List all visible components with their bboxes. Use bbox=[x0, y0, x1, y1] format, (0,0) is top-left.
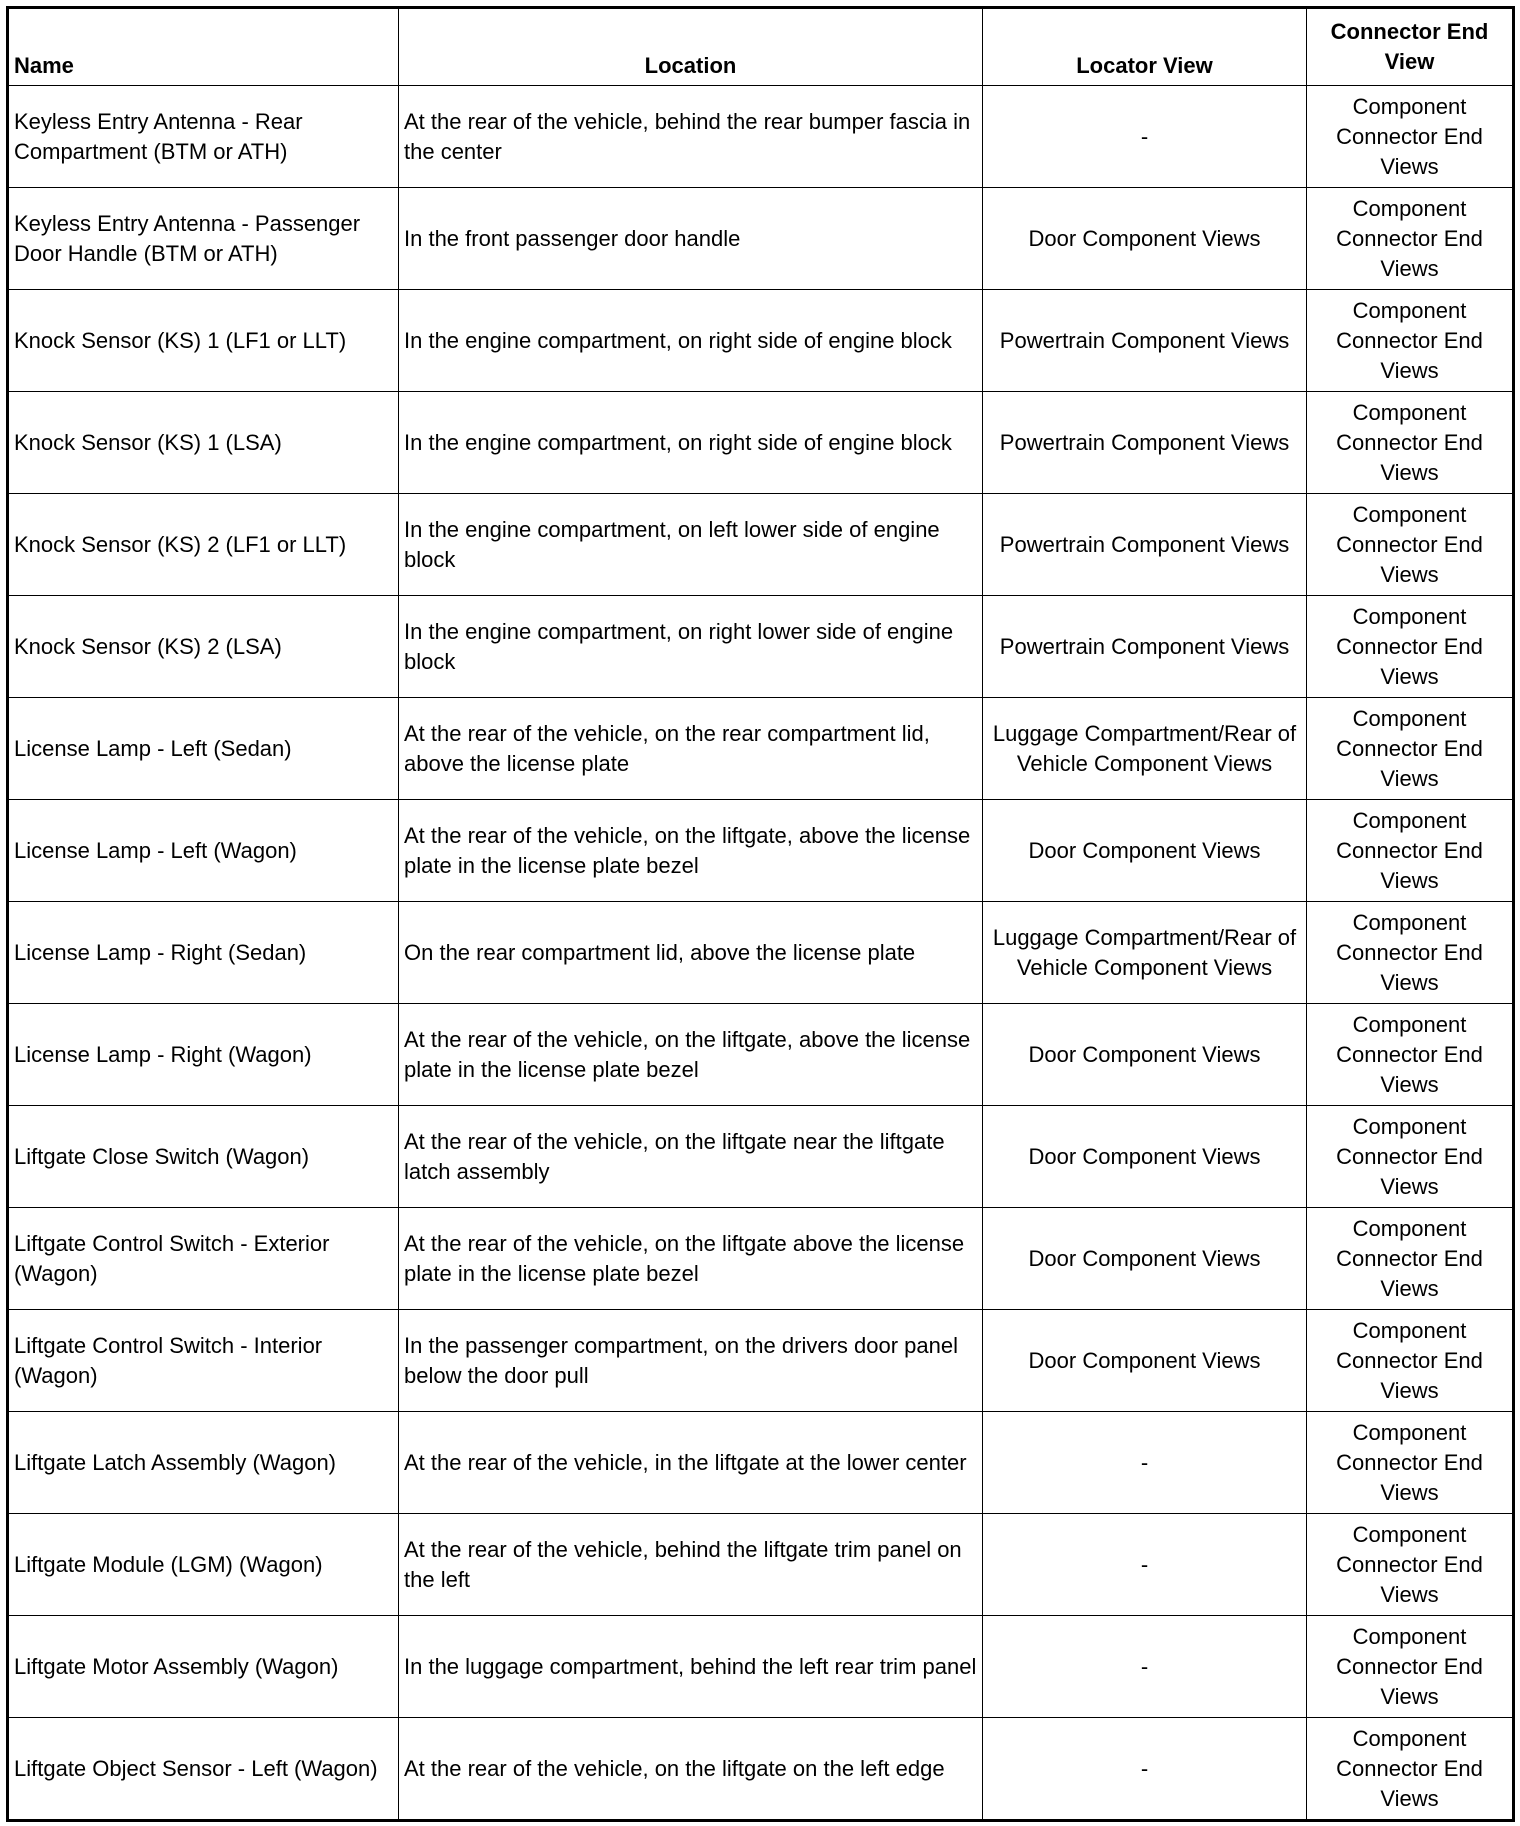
connector-end-view-cell: Component Connector End Views bbox=[1306, 1105, 1514, 1208]
name-cell: Liftgate Object Sensor - Left (Wagon) bbox=[7, 1717, 399, 1821]
location-cell: On the rear compartment lid, above the l… bbox=[398, 901, 983, 1004]
locator-view-cell: - bbox=[982, 1411, 1307, 1514]
location-cell: In the passenger compartment, on the dri… bbox=[398, 1309, 983, 1412]
table-row: Keyless Entry Antenna - Passenger Door H… bbox=[7, 187, 1514, 290]
locator-view-cell: Powertrain Component Views bbox=[982, 391, 1307, 494]
name-cell: License Lamp - Right (Sedan) bbox=[7, 901, 399, 1004]
table-row: License Lamp - Right (Wagon) At the rear … bbox=[7, 1003, 1514, 1106]
locator-view-cell: Door Component Views bbox=[982, 1309, 1307, 1412]
connector-end-view-cell: Component Connector End Views bbox=[1306, 187, 1514, 290]
name-cell: Liftgate Latch Assembly (Wagon) bbox=[7, 1411, 399, 1514]
connector-end-view-cell: Component Connector End Views bbox=[1306, 1309, 1514, 1412]
name-cell: Liftgate Control Switch - Exterior (Wago… bbox=[7, 1207, 399, 1310]
locator-view-cell: Door Component Views bbox=[982, 799, 1307, 902]
table-row: License Lamp - Right (Sedan) On the rear … bbox=[7, 901, 1514, 1004]
table-row: License Lamp - Left (Sedan) At the rear o… bbox=[7, 697, 1514, 800]
name-cell: License Lamp - Left (Sedan) bbox=[7, 697, 399, 800]
table-row: Knock Sensor (KS) 2 (LSA) In the engine c… bbox=[7, 595, 1514, 698]
name-cell: License Lamp - Right (Wagon) bbox=[7, 1003, 399, 1106]
connector-end-view-cell: Component Connector End Views bbox=[1306, 1615, 1514, 1718]
table-row: Liftgate Object Sensor - Left (Wagon) At … bbox=[7, 1717, 1514, 1821]
name-cell: Knock Sensor (KS) 1 (LF1 or LLT) bbox=[7, 289, 399, 392]
header-locator-view: Locator View bbox=[982, 7, 1307, 86]
connector-end-view-cell: Component Connector End Views bbox=[1306, 1513, 1514, 1616]
table-row: Liftgate Motor Assembly (Wagon) In the lu… bbox=[7, 1615, 1514, 1718]
connector-end-view-cell: Component Connector End Views bbox=[1306, 391, 1514, 494]
locator-view-cell: Door Component Views bbox=[982, 187, 1307, 290]
location-cell: At the rear of the vehicle, on the liftg… bbox=[398, 1003, 983, 1106]
table-row: Knock Sensor (KS) 2 (LF1 or LLT) In the e… bbox=[7, 493, 1514, 596]
location-cell: In the front passenger door handle bbox=[398, 187, 983, 290]
location-cell: In the engine compartment, on right lowe… bbox=[398, 595, 983, 698]
table-row: Liftgate Latch Assembly (Wagon) At the re… bbox=[7, 1411, 1514, 1514]
table-row: Knock Sensor (KS) 1 (LF1 or LLT) In the e… bbox=[7, 289, 1514, 392]
locator-view-cell: - bbox=[982, 1615, 1307, 1718]
header-connector-end-view: Connector End View bbox=[1306, 7, 1514, 86]
location-cell: At the rear of the vehicle, on the liftg… bbox=[398, 1105, 983, 1208]
connector-end-view-cell: Component Connector End Views bbox=[1306, 289, 1514, 392]
connector-end-view-cell: Component Connector End Views bbox=[1306, 901, 1514, 1004]
table-row: Knock Sensor (KS) 1 (LSA) In the engine c… bbox=[7, 391, 1514, 494]
table-row: Liftgate Close Switch (Wagon) At the rear… bbox=[7, 1105, 1514, 1208]
table-row: Liftgate Control Switch - Interior (Wago… bbox=[7, 1309, 1514, 1412]
locator-view-cell: Luggage Compartment/Rear of Vehicle Comp… bbox=[982, 697, 1307, 800]
locator-view-cell: Door Component Views bbox=[982, 1105, 1307, 1208]
table-row: Liftgate Module (LGM) (Wagon) At the rear… bbox=[7, 1513, 1514, 1616]
locator-view-cell: Door Component Views bbox=[982, 1207, 1307, 1310]
name-cell: Liftgate Motor Assembly (Wagon) bbox=[7, 1615, 399, 1718]
locator-view-cell: Luggage Compartment/Rear of Vehicle Comp… bbox=[982, 901, 1307, 1004]
connector-end-view-cell: Component Connector End Views bbox=[1306, 799, 1514, 902]
header-name: Name bbox=[7, 7, 399, 86]
location-cell: At the rear of the vehicle, behind the l… bbox=[398, 1513, 983, 1616]
header-row: Name Location Locator View Connector End… bbox=[7, 7, 1514, 86]
table-row: License Lamp - Left (Wagon) At the rear o… bbox=[7, 799, 1514, 902]
name-cell: Knock Sensor (KS) 2 (LF1 or LLT) bbox=[7, 493, 399, 596]
connector-end-view-cell: Component Connector End Views bbox=[1306, 85, 1514, 188]
header-location: Location bbox=[398, 7, 983, 86]
name-cell: Keyless Entry Antenna - Rear Compartment… bbox=[7, 85, 399, 188]
name-cell: Liftgate Module (LGM) (Wagon) bbox=[7, 1513, 399, 1616]
locator-view-cell: - bbox=[982, 1717, 1307, 1821]
location-cell: At the rear of the vehicle, in the liftg… bbox=[398, 1411, 983, 1514]
name-cell: Liftgate Close Switch (Wagon) bbox=[7, 1105, 399, 1208]
location-cell: In the engine compartment, on right side… bbox=[398, 289, 983, 392]
locator-view-cell: Powertrain Component Views bbox=[982, 595, 1307, 698]
location-cell: In the engine compartment, on left lower… bbox=[398, 493, 983, 596]
location-cell: In the engine compartment, on right side… bbox=[398, 391, 983, 494]
locator-view-cell: - bbox=[982, 85, 1307, 188]
locator-view-cell: Door Component Views bbox=[982, 1003, 1307, 1106]
name-cell: Keyless Entry Antenna - Passenger Door H… bbox=[7, 187, 399, 290]
connector-end-view-cell: Component Connector End Views bbox=[1306, 1411, 1514, 1514]
connector-end-view-cell: Component Connector End Views bbox=[1306, 1717, 1514, 1821]
component-locator-table: Name Location Locator View Connector End… bbox=[6, 6, 1515, 1822]
locator-view-cell: Powertrain Component Views bbox=[982, 289, 1307, 392]
name-cell: License Lamp - Left (Wagon) bbox=[7, 799, 399, 902]
table-row: Liftgate Control Switch - Exterior (Wago… bbox=[7, 1207, 1514, 1310]
location-cell: At the rear of the vehicle, on the liftg… bbox=[398, 1717, 983, 1821]
connector-end-view-cell: Component Connector End Views bbox=[1306, 595, 1514, 698]
locator-view-cell: - bbox=[982, 1513, 1307, 1616]
connector-end-view-cell: Component Connector End Views bbox=[1306, 493, 1514, 596]
locator-view-cell: Powertrain Component Views bbox=[982, 493, 1307, 596]
location-cell: At the rear of the vehicle, on the liftg… bbox=[398, 799, 983, 902]
location-cell: In the luggage compartment, behind the l… bbox=[398, 1615, 983, 1718]
name-cell: Knock Sensor (KS) 2 (LSA) bbox=[7, 595, 399, 698]
table-row: Keyless Entry Antenna - Rear Compartment… bbox=[7, 85, 1514, 188]
location-cell: At the rear of the vehicle, on the liftg… bbox=[398, 1207, 983, 1310]
connector-end-view-cell: Component Connector End Views bbox=[1306, 1207, 1514, 1310]
location-cell: At the rear of the vehicle, behind the r… bbox=[398, 85, 983, 188]
connector-end-view-cell: Component Connector End Views bbox=[1306, 1003, 1514, 1106]
connector-end-view-cell: Component Connector End Views bbox=[1306, 697, 1514, 800]
name-cell: Liftgate Control Switch - Interior (Wago… bbox=[7, 1309, 399, 1412]
location-cell: At the rear of the vehicle, on the rear … bbox=[398, 697, 983, 800]
name-cell: Knock Sensor (KS) 1 (LSA) bbox=[7, 391, 399, 494]
